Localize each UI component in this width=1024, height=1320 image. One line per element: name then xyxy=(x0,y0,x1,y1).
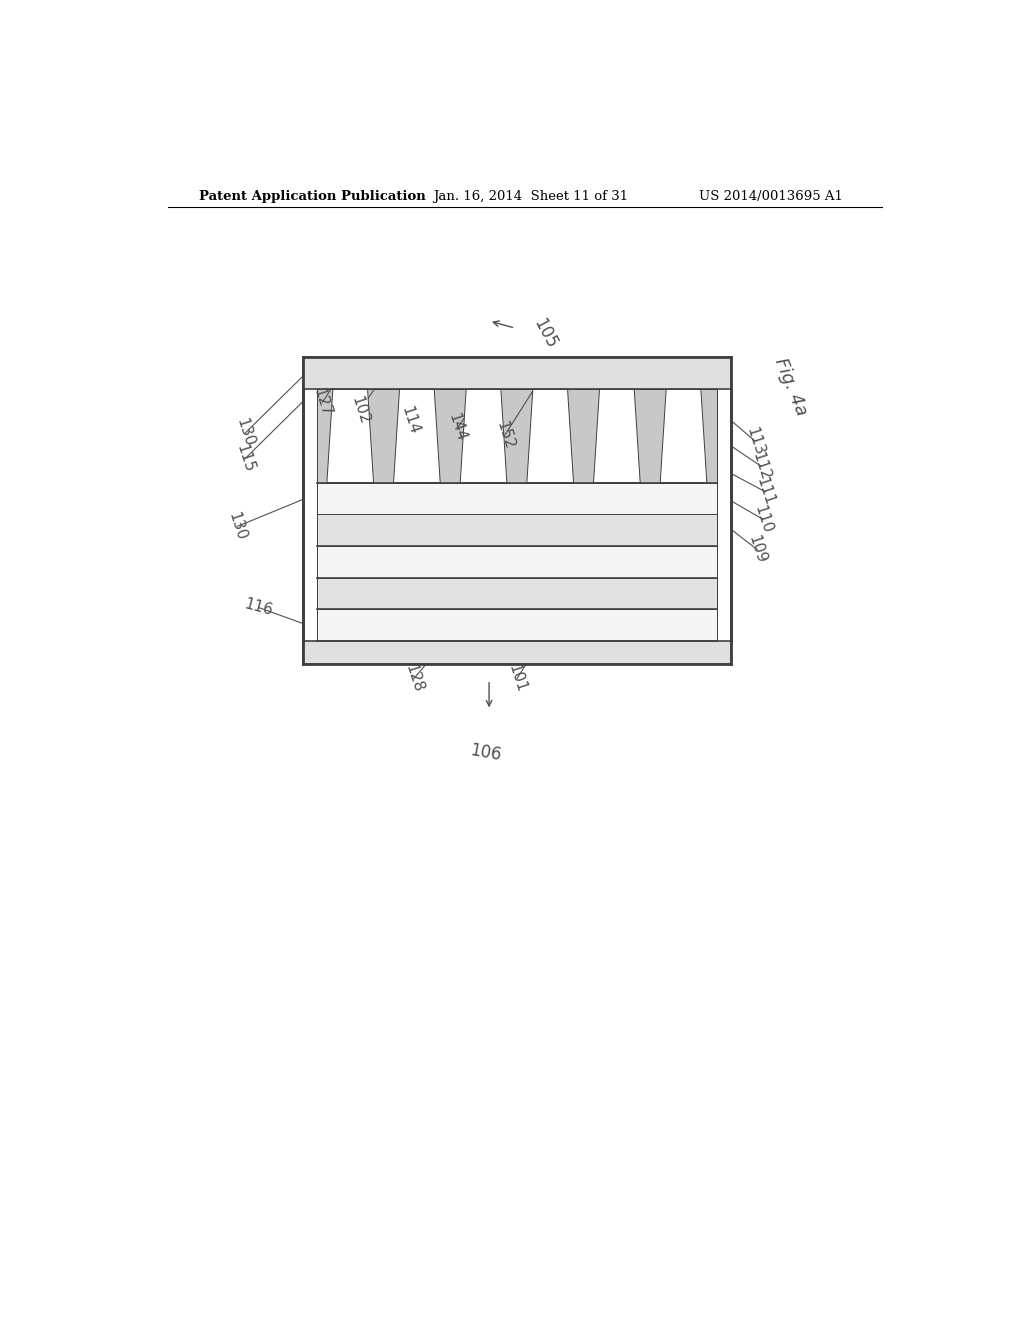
Polygon shape xyxy=(660,389,707,483)
Text: 112: 112 xyxy=(750,450,773,482)
Polygon shape xyxy=(316,610,717,642)
Text: Patent Application Publication: Patent Application Publication xyxy=(200,190,426,202)
Polygon shape xyxy=(316,483,717,515)
Text: 152: 152 xyxy=(494,418,516,451)
Polygon shape xyxy=(316,389,717,483)
Text: 115: 115 xyxy=(233,442,257,474)
Text: 116: 116 xyxy=(243,597,274,619)
Polygon shape xyxy=(460,389,507,483)
Text: 109: 109 xyxy=(745,533,769,566)
Text: Jan. 16, 2014  Sheet 11 of 31: Jan. 16, 2014 Sheet 11 of 31 xyxy=(433,190,629,202)
Polygon shape xyxy=(316,578,717,610)
Text: 114: 114 xyxy=(398,405,421,437)
Polygon shape xyxy=(316,546,717,578)
Text: 130: 130 xyxy=(226,511,249,543)
Polygon shape xyxy=(327,389,374,483)
Text: 105: 105 xyxy=(529,315,560,351)
Text: Fig. 4a: Fig. 4a xyxy=(771,355,810,418)
Text: US 2014/0013695 A1: US 2014/0013695 A1 xyxy=(699,190,844,202)
Text: 127: 127 xyxy=(311,387,334,418)
Text: 130: 130 xyxy=(233,417,257,449)
Text: 113: 113 xyxy=(743,425,767,457)
Text: 101: 101 xyxy=(505,663,528,694)
Text: 144: 144 xyxy=(445,412,469,444)
Text: 111: 111 xyxy=(754,475,777,508)
Text: 110: 110 xyxy=(752,503,774,536)
Polygon shape xyxy=(594,389,640,483)
Polygon shape xyxy=(316,515,717,546)
Polygon shape xyxy=(303,642,731,664)
Text: 106: 106 xyxy=(468,742,502,764)
Text: 102: 102 xyxy=(348,395,372,426)
Text: 128: 128 xyxy=(402,663,425,694)
Polygon shape xyxy=(393,389,440,483)
Polygon shape xyxy=(527,389,573,483)
Polygon shape xyxy=(303,356,731,389)
